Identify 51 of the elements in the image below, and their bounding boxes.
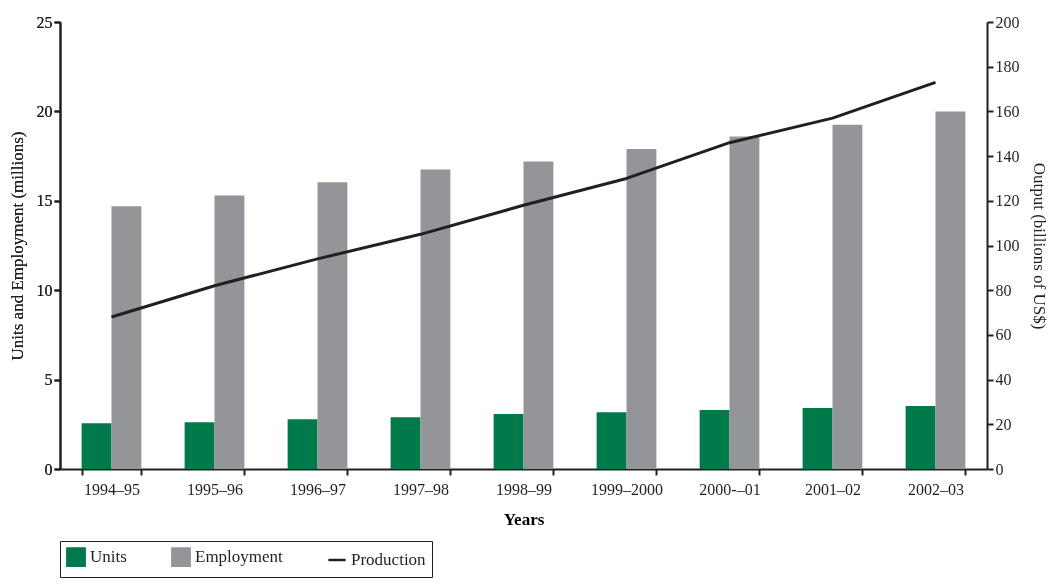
y-tick-label: 20 — [36, 102, 53, 120]
bar — [214, 195, 245, 469]
x-tick-label: 1997–98 — [393, 480, 449, 498]
y2-tick-label: 140 — [995, 147, 1020, 165]
x-axis-title: Years — [503, 509, 545, 529]
bar — [420, 169, 451, 469]
y-tick-label: 5 — [44, 371, 53, 389]
bar — [596, 412, 627, 469]
bar — [287, 419, 318, 469]
y2-tick-label: 80 — [995, 281, 1012, 299]
bar — [699, 410, 730, 469]
bar — [905, 406, 936, 469]
y-tick-label: 25 — [36, 13, 53, 31]
x-tick-label: 1998–99 — [496, 480, 552, 498]
bar — [626, 148, 657, 469]
y2-tick-label: 200 — [995, 13, 1020, 31]
bar — [317, 182, 348, 469]
bar — [184, 422, 215, 469]
legend-label: Units — [90, 547, 127, 567]
x-tick-label: 1994–95 — [84, 480, 140, 498]
y-axis-title: Units and Employment (millions) — [7, 131, 27, 361]
x-tick-label: 1995–96 — [187, 480, 243, 498]
bar — [111, 206, 142, 469]
y2-tick-label: 160 — [995, 102, 1020, 120]
y2-tick-label: 120 — [995, 192, 1020, 210]
bar — [729, 136, 760, 469]
bar — [523, 161, 554, 469]
x-tick-label: 1996–97 — [290, 480, 346, 498]
y-tick-label: 10 — [36, 281, 53, 299]
y2-tick-label: 0 — [995, 460, 1004, 478]
bar — [493, 414, 524, 469]
line-series — [110, 80, 937, 319]
x-tick-label: 2001–02 — [805, 480, 861, 498]
y2-tick-label: 180 — [995, 58, 1020, 76]
bar — [802, 408, 833, 469]
y-tick-label: 0 — [44, 460, 53, 478]
y2-tick-label: 100 — [995, 237, 1020, 254]
bar — [390, 417, 421, 469]
y2-tick-label: 60 — [995, 326, 1012, 344]
bar — [832, 124, 863, 469]
y2-tick-label: 40 — [995, 371, 1012, 389]
bar — [935, 111, 966, 469]
x-tick-label: 2000-–01 — [699, 480, 761, 498]
x-tick-label: 2002–03 — [908, 480, 964, 498]
y2-tick-label: 20 — [995, 415, 1012, 433]
legend-label: Production — [351, 550, 427, 569]
x-tick-label: 1999–2000 — [591, 480, 663, 498]
y-tick-label: 15 — [36, 192, 53, 210]
y2-axis-title: Output (billions of US$) — [1029, 162, 1049, 330]
bar — [81, 423, 112, 469]
legend-label: Employment — [195, 547, 284, 567]
